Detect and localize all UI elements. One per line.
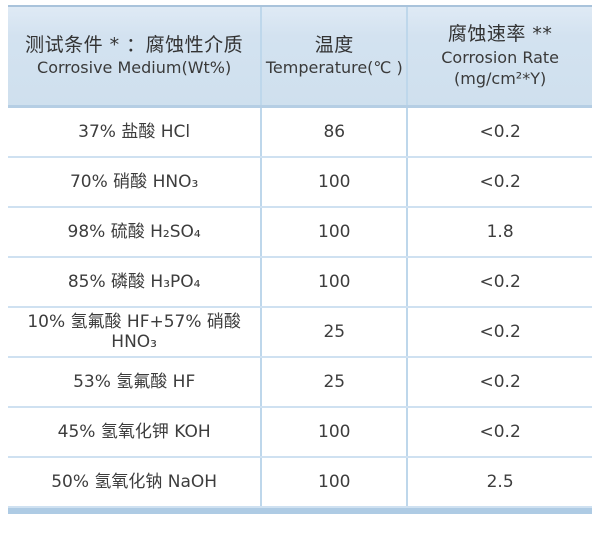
table-row: 45% 氢氧化钾 KOH 100 <0.2 <box>8 408 592 458</box>
header-rate-zh: 腐蚀速率 ** <box>447 23 553 46</box>
header-medium-zh: 测试条件 * ：腐蚀性介质 <box>25 33 244 56</box>
table-row: 70% 硝酸 HNO₃ 100 <0.2 <box>8 158 592 208</box>
header-rate-unit: (mg/cm²*Y) <box>454 68 547 88</box>
cell-medium: 50% 氢氧化钠 NaOH <box>51 471 218 492</box>
cell-rate: <0.2 <box>406 408 592 456</box>
cell-medium: 10% 氢氟酸 HF+57% 硝酸 HNO₃ <box>27 311 241 352</box>
cell-temperature: 100 <box>260 208 406 256</box>
cell-medium: 98% 硫酸 H₂SO₄ <box>67 221 201 242</box>
header-temperature-en: Temperature(℃ ) <box>265 58 403 78</box>
table-header-row: 测试条件 * ：腐蚀性介质 Corrosive Medium(Wt%) 温度 T… <box>8 5 592 108</box>
cell-medium: 70% 硝酸 HNO₃ <box>69 171 199 192</box>
cell-temperature: 100 <box>260 258 406 306</box>
cell-rate: 1.8 <box>406 208 592 256</box>
data-table: 测试条件 * ：腐蚀性介质 Corrosive Medium(Wt%) 温度 T… <box>8 5 592 514</box>
cell-temperature: 25 <box>260 358 406 406</box>
cell-rate: <0.2 <box>406 258 592 306</box>
header-temperature: 温度 Temperature(℃ ) <box>260 7 406 105</box>
cell-rate: <0.2 <box>406 158 592 206</box>
cell-medium: 85% 磷酸 H₃PO₄ <box>67 271 201 292</box>
cell-medium: 37% 盐酸 HCl <box>78 121 191 142</box>
cell-rate: <0.2 <box>406 308 592 356</box>
cell-temperature: 100 <box>260 158 406 206</box>
header-rate-en: Corrosion Rate <box>441 48 560 68</box>
header-corrosion-rate: 腐蚀速率 ** Corrosion Rate (mg/cm²*Y) <box>406 7 592 105</box>
table-row: 85% 磷酸 H₃PO₄ 100 <0.2 <box>8 258 592 308</box>
cell-temperature: 100 <box>260 408 406 456</box>
cell-rate: 2.5 <box>406 458 592 506</box>
cell-medium: 53% 氢氟酸 HF <box>73 371 196 392</box>
cell-rate: <0.2 <box>406 108 592 156</box>
table-row: 10% 氢氟酸 HF+57% 硝酸 HNO₃ 25 <0.2 <box>8 308 592 358</box>
cell-temperature: 86 <box>260 108 406 156</box>
header-temperature-zh: 温度 <box>314 33 354 56</box>
table-row: 98% 硫酸 H₂SO₄ 100 1.8 <box>8 208 592 258</box>
table-row: 37% 盐酸 HCl 86 <0.2 <box>8 108 592 158</box>
cell-temperature: 25 <box>260 308 406 356</box>
header-corrosive-medium: 测试条件 * ：腐蚀性介质 Corrosive Medium(Wt%) <box>8 7 260 105</box>
cell-rate: <0.2 <box>406 358 592 406</box>
cell-temperature: 100 <box>260 458 406 506</box>
cell-medium: 45% 氢氧化钾 KOH <box>57 421 211 442</box>
table-row: 53% 氢氟酸 HF 25 <0.2 <box>8 358 592 408</box>
header-medium-en: Corrosive Medium(Wt%) <box>37 58 232 78</box>
table-row: 50% 氢氧化钠 NaOH 100 2.5 <box>8 458 592 508</box>
table-bottom-border <box>8 508 592 514</box>
